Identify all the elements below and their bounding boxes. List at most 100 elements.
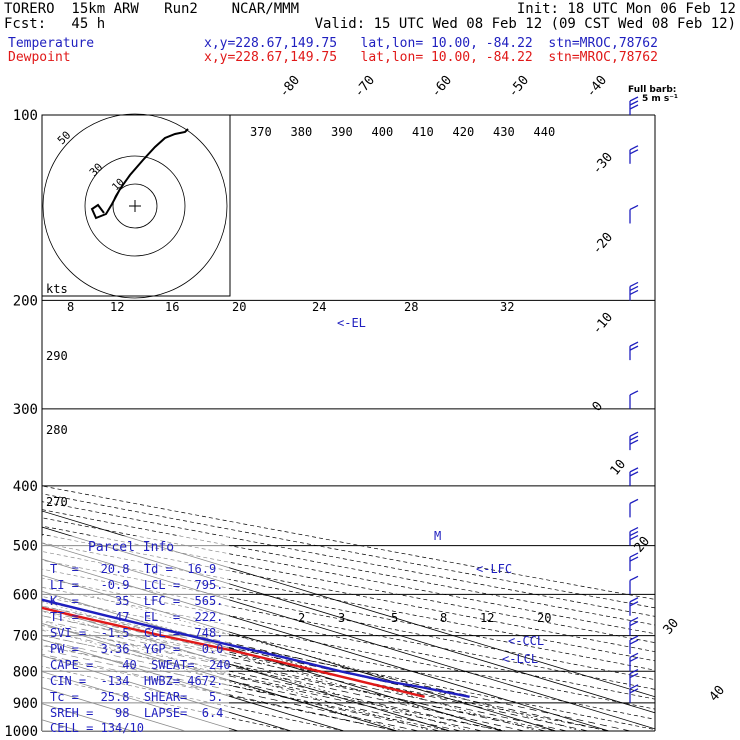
dry-adiabat-line [42,625,558,731]
mixing-ratio-label: 12 [110,300,124,314]
parcel-info-title: Parcel Info [88,540,175,555]
sounding-profiles [42,598,470,698]
pressure-tick-label: 1000 [4,724,38,740]
legend-dewpoint-info: x,y=228.67,149.75 lat,lon= 10.00, -84.22… [204,50,658,65]
moist-adiabat-line [42,644,440,731]
isotherm-tick-label: 10 [608,457,630,479]
parcel-row: CAPE = 40 SWEAT= 240 [50,658,231,672]
isotherm-tick-label: -70 [352,73,379,101]
dry-adiabat-line [42,655,399,731]
theta-tick-label: 410 [412,125,434,139]
parcel-row: Tc = 25.8 SHEAR= 5. [50,690,224,704]
barb-legend-line2: 5 m s⁻¹ [642,94,678,104]
init-time: Init: 18 UTC Mon 06 Feb 12 [516,1,736,17]
wind-barb [629,390,639,409]
wind-barb [629,616,639,636]
parcel-row: TT = 47 EL = 222. [50,610,224,624]
isotherm-line [42,510,655,698]
hodograph-trace [90,128,189,220]
wind-barb [629,597,639,616]
isotherm-line [42,526,655,714]
mixing-ratio-label: 20 [537,611,551,625]
theta-tick-label: 280 [46,423,68,437]
pressure-tick-label: 100 [13,108,38,124]
isotherm-tick-label: -60 [429,73,456,101]
wind-barb [629,341,639,361]
isotherm-tick-label: -50 [506,73,533,101]
dewpoint-profile-line [42,606,425,698]
isotherm-tick-label: 40 [707,683,729,705]
theta-tick-label: 400 [372,125,394,139]
wind-barb [629,684,639,703]
profile-annotation-label: <-EL [337,316,366,330]
forecast-hour: Fcst: 45 h [4,16,106,32]
mixing-ratio-label: 12 [480,611,494,625]
parcel-row: CIN = -134 HWBZ= 4672. [50,674,224,688]
pressure-tick-label: 300 [13,402,38,418]
mixing-ratio-label: 20 [232,300,246,314]
isotherm-line [42,542,655,730]
profile-annotation-label: <-CCL [508,634,544,648]
wind-barb [629,281,639,301]
isotherm-tick-label: -30 [590,150,617,178]
pressure-tick-label: 500 [13,539,38,555]
parcel-row: SVI = -1.5 CCL = 748. [50,626,224,640]
barb-legend-line1: Full barb: [628,85,677,95]
wind-barb [629,652,639,672]
theta-tick-label: 430 [493,125,515,139]
profile-annotation-label: <-LCL [502,652,538,666]
wind-barb [629,96,639,115]
wind-barb [629,552,639,572]
isotherm-tick-label: -40 [584,73,611,101]
hodograph-ring [112,183,158,229]
dry-adiabat-line [42,635,505,731]
wind-barb [629,145,639,164]
theta-tick-label: 370 [250,125,272,139]
mixing-ratio-label: 3 [338,611,345,625]
wind-barbs [629,96,656,731]
parcel-row: SREH = 98 LAPSE= 6.4 [50,706,224,720]
hodograph-ring [42,113,228,299]
pressure-tick-label: 200 [13,293,38,309]
parcel-row: PW = 3.36 YGP = 0.0 [50,642,224,656]
theta-tick-label: 440 [534,125,556,139]
theta-tick-label: 390 [331,125,353,139]
temperature-profile-line [42,598,470,698]
legend-temperature-info: x,y=228.67,149.75 lat,lon= 10.00, -84.22… [204,36,658,51]
isotherm-tick-label: 30 [661,616,683,638]
profile-annotation-label: <-LFC [476,562,512,576]
parcel-row: K = 35 LFC = 565. [50,594,224,608]
wind-barb [629,467,639,486]
pressure-tick-label: 800 [13,664,38,680]
mixing-ratio-label: 16 [165,300,179,314]
parcel-info-backdrop [42,536,229,731]
isotherm-tick-label: -80 [277,73,304,101]
dry-adiabat-line [42,517,655,635]
mixing-ratio-label: 28 [404,300,418,314]
mixing-ratio-label: 5 [391,611,398,625]
pressure-tick-label: 600 [13,587,38,603]
wind-barb [629,204,639,224]
dry-adiabat-line [42,485,655,600]
pressure-tick-label: 900 [13,696,38,712]
wind-barb [629,498,639,518]
mixing-ratio-label: 32 [500,300,514,314]
dry-adiabat-line [42,525,655,644]
isotherm-tick-label: 0 [590,399,607,415]
legend-dewpoint-label: Dewpoint [8,50,71,65]
parcel-row: CELL = 134/10 [50,721,144,735]
model-title: TORERO 15km ARW Run2 NCAR/MMM [4,1,300,17]
wind-barb [629,526,639,546]
theta-tick-label: 270 [46,495,68,509]
wind-barb [629,668,639,688]
pressure-tick-label: 400 [13,479,38,495]
parcel-row: T = 20.8 Td = 16.9 [50,562,217,576]
profile-annotation-label: M [434,529,441,543]
mixing-ratio-label: 24 [312,300,326,314]
dry-adiabat-line [42,596,655,720]
wind-barb [629,431,639,451]
mixing-ratio-label: 8 [67,300,74,314]
isotherm-line [42,558,610,731]
pressure-tick-label: 700 [13,629,38,645]
